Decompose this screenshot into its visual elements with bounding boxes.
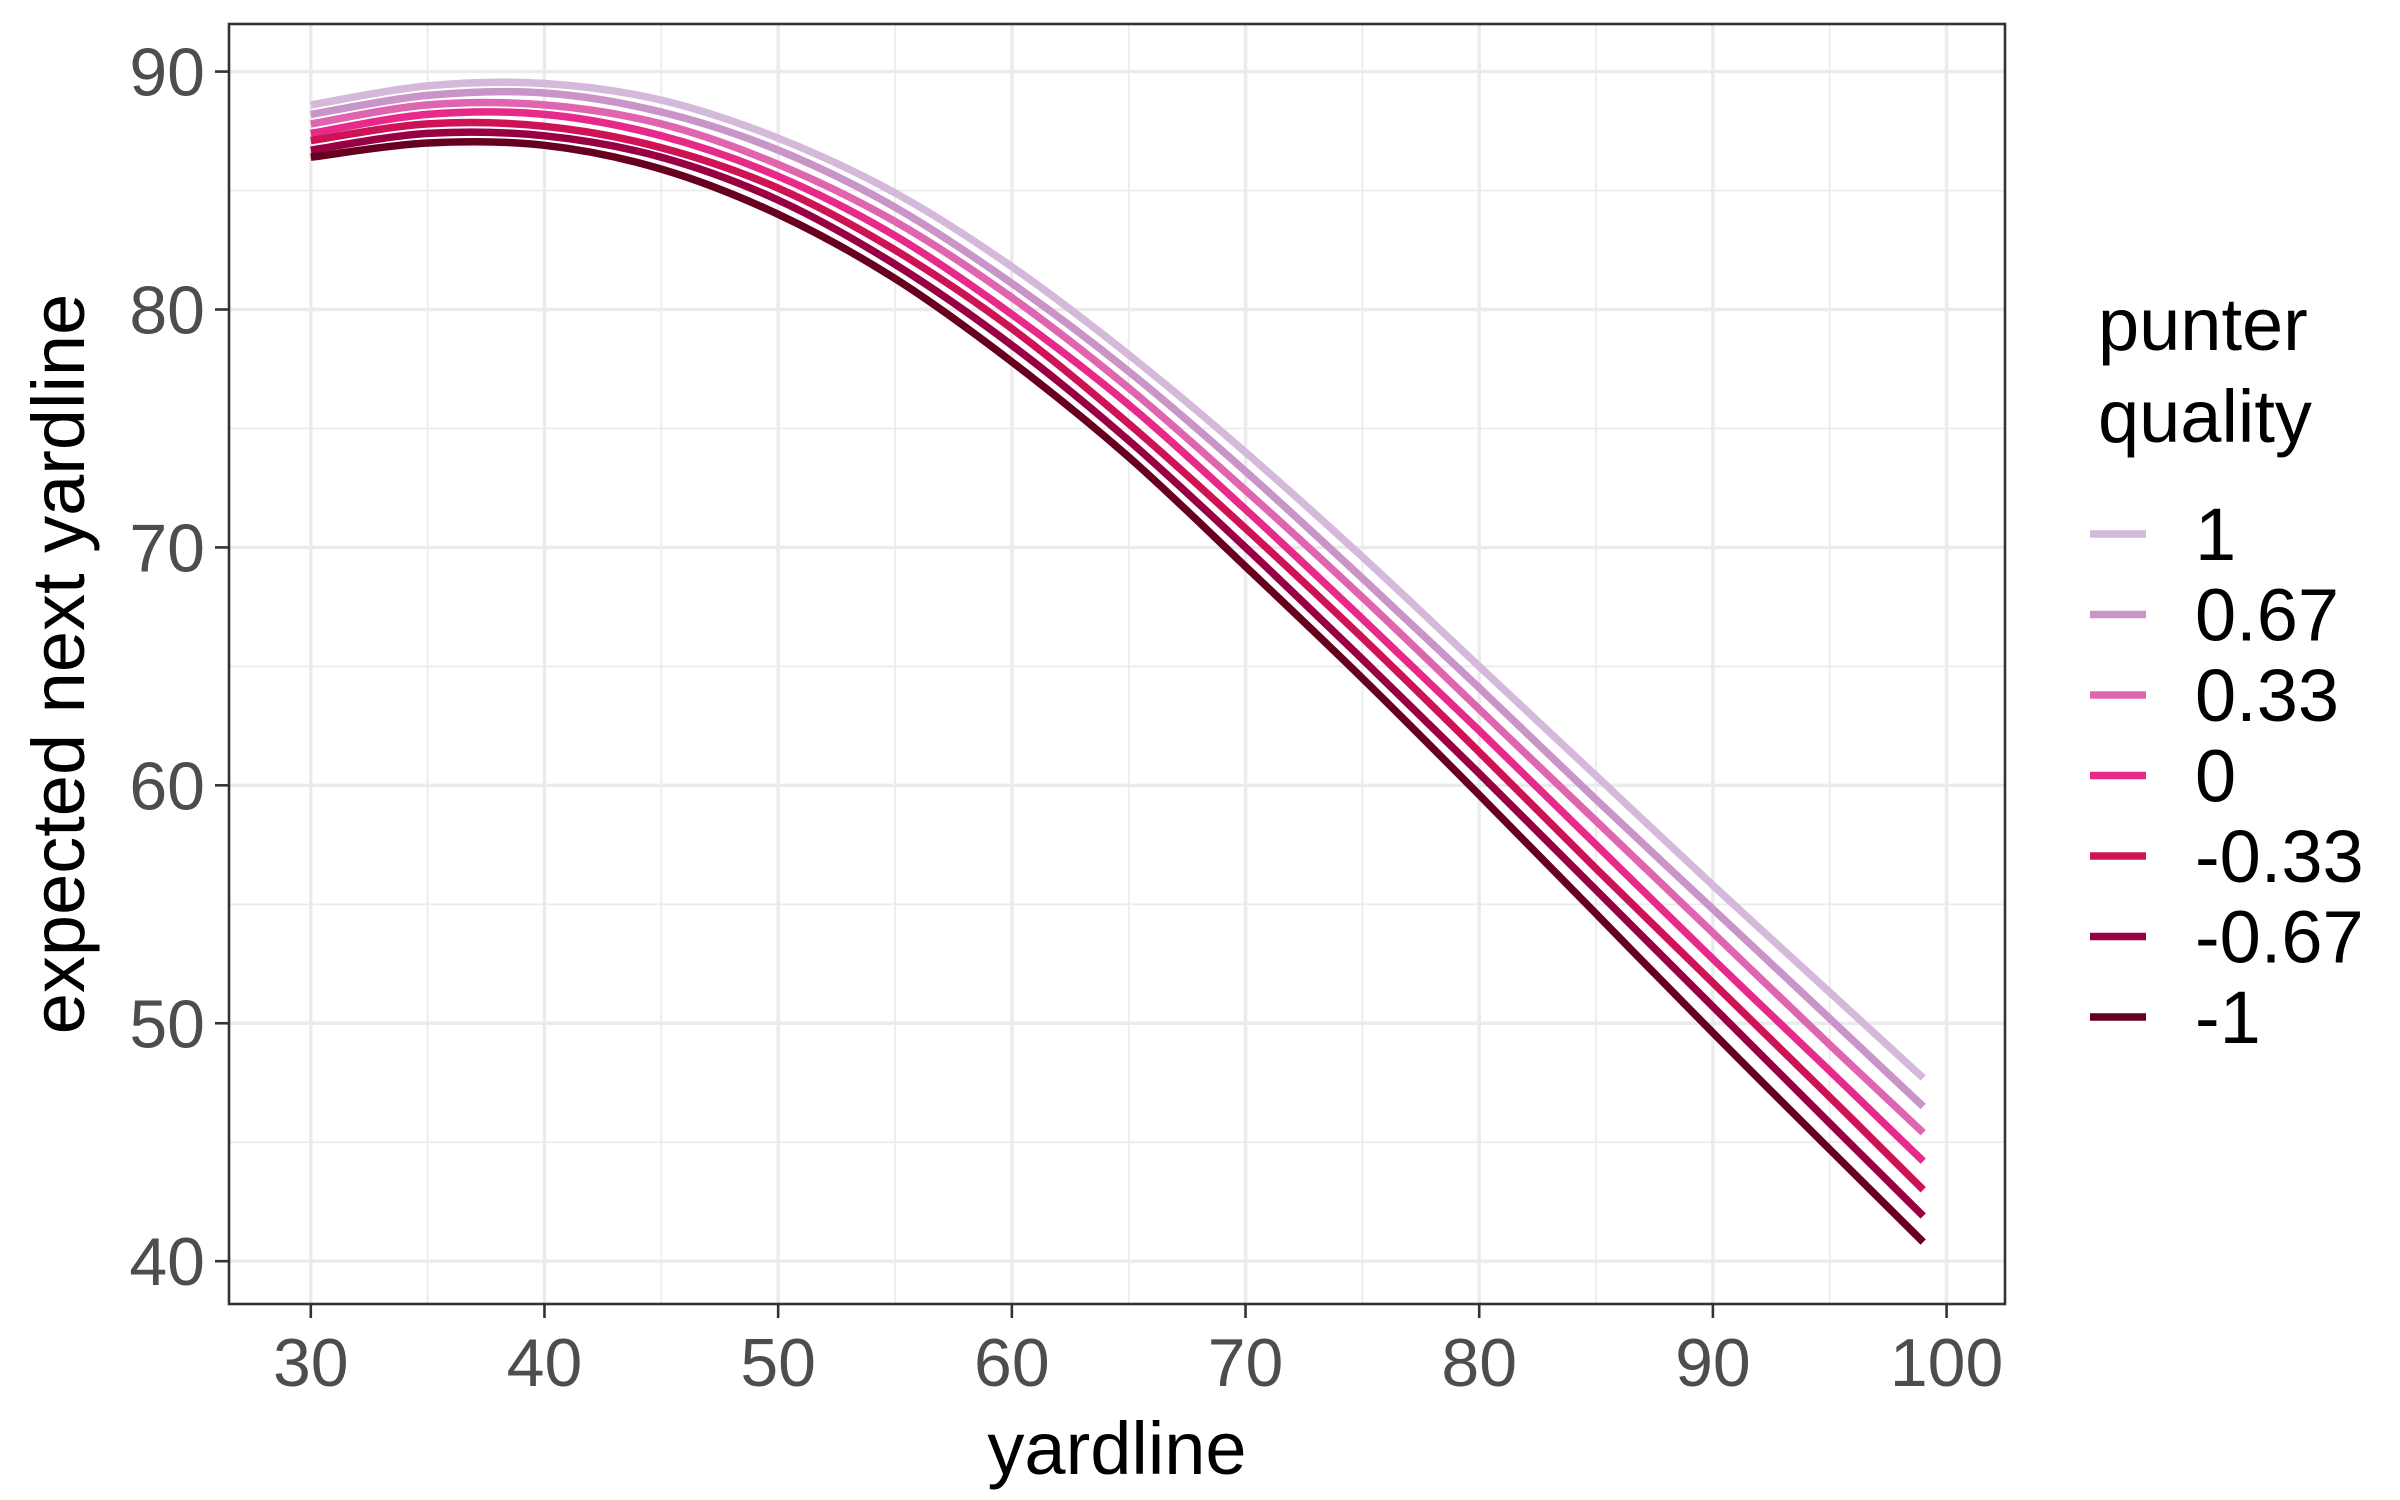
y-axis: 40 50 60 70 80 90	[129, 35, 229, 1300]
y-tick-label: 50	[129, 986, 205, 1062]
legend-item: -0.67	[2090, 896, 2364, 979]
series-line-1	[310, 78, 1926, 1081]
y-tick-label: 70	[129, 510, 205, 586]
legend-item: 0.67	[2090, 574, 2339, 657]
legend-label: -0.67	[2195, 896, 2364, 979]
legend-title-line-1: punter	[2098, 283, 2308, 366]
series-line-0.33	[310, 98, 1926, 1136]
legend-label: 1	[2195, 493, 2236, 576]
x-tick-label: 40	[507, 1325, 583, 1401]
series-line-0.67	[310, 87, 1926, 1110]
x-tick-label: 50	[740, 1325, 816, 1401]
x-tick-label: 100	[1890, 1325, 2003, 1401]
legend-item: 1	[2090, 493, 2236, 576]
x-tick-label: 70	[1208, 1325, 1284, 1401]
x-tick-label: 80	[1441, 1325, 1517, 1401]
series-line-0	[310, 108, 1926, 1164]
x-axis: 30 40 50 60 70 80 90 100	[273, 1304, 2003, 1401]
legend-item: 0	[2090, 735, 2236, 818]
y-tick-label: 60	[129, 748, 205, 824]
legend-item: -0.33	[2090, 815, 2364, 898]
series-line--1	[310, 137, 1926, 1245]
legend-title-line-2: quality	[2098, 375, 2312, 458]
x-axis-title: yardline	[987, 1407, 1246, 1490]
y-axis-title: expected next yardline	[17, 294, 100, 1034]
series-lines	[310, 78, 1926, 1245]
legend-label: 0.33	[2195, 654, 2339, 737]
y-tick-label: 80	[129, 273, 205, 349]
legend-item: -1	[2090, 976, 2261, 1059]
legend-items: 10.670.330-0.33-0.67-1	[2090, 493, 2364, 1059]
x-tick-label: 60	[974, 1325, 1050, 1401]
panel-background	[229, 24, 2005, 1304]
legend-label: -1	[2195, 976, 2261, 1059]
y-tick-label: 40	[129, 1224, 205, 1300]
x-tick-label: 30	[273, 1325, 349, 1401]
legend-label: 0	[2195, 735, 2236, 818]
x-tick-label: 90	[1675, 1325, 1751, 1401]
legend: punter quality 10.670.330-0.33-0.67-1	[2090, 283, 2364, 1059]
y-tick-label: 90	[129, 35, 205, 111]
series-line--0.33	[310, 118, 1926, 1193]
panel-border	[227, 22, 2007, 1306]
legend-item: 0.33	[2090, 654, 2339, 737]
legend-label: -0.33	[2195, 815, 2364, 898]
legend-label: 0.67	[2195, 574, 2339, 657]
series-line--0.67	[310, 128, 1926, 1219]
